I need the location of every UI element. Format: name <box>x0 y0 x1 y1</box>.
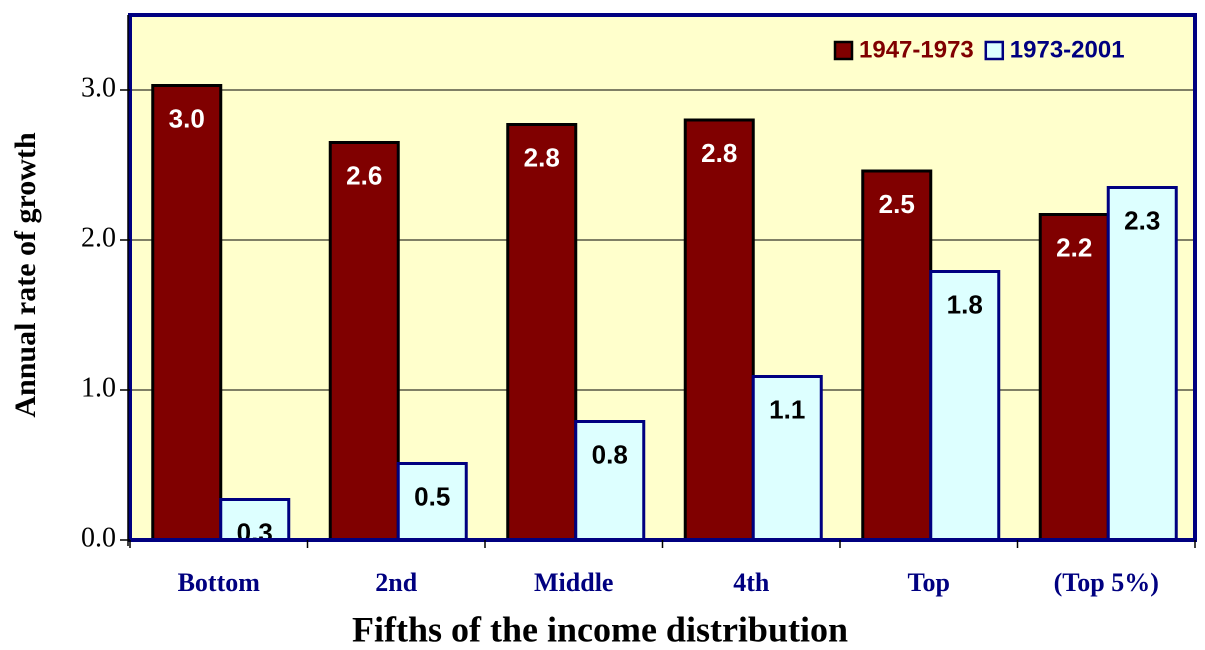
y-tick-label: 3.0 <box>81 72 116 103</box>
bar <box>1106 186 1178 542</box>
value-label: 2.3 <box>1124 205 1160 235</box>
value-label: 1.1 <box>769 394 805 424</box>
x-tick-label: Top <box>908 568 950 597</box>
y-axis-title: Annual rate of growth <box>9 132 42 418</box>
x-tick-label: Bottom <box>178 568 261 597</box>
y-tick-label: 2.0 <box>81 222 116 253</box>
plot-area <box>130 15 1195 540</box>
value-label: 0.5 <box>414 481 450 511</box>
value-label: 3.0 <box>169 103 205 133</box>
value-label: 2.6 <box>346 160 382 190</box>
legend-label: 1947-1973 <box>859 36 974 63</box>
value-label: 2.2 <box>1056 232 1092 262</box>
y-tick-label: 1.0 <box>81 372 116 403</box>
value-label: 2.5 <box>879 189 915 219</box>
value-label: 2.8 <box>701 138 737 168</box>
value-label: 1.8 <box>947 289 983 319</box>
legend: 1947-1973 1973-2001 <box>833 36 1125 63</box>
legend-swatch <box>833 40 854 61</box>
bar <box>683 118 755 542</box>
bar <box>929 270 1001 542</box>
value-label: 0.8 <box>592 439 628 469</box>
bar <box>861 169 933 542</box>
x-tick-label: (Top 5%) <box>1054 568 1159 597</box>
bar <box>574 420 646 542</box>
y-tick-label: 0.0 <box>81 522 116 553</box>
x-tick-label: Middle <box>534 568 613 597</box>
legend-swatch <box>984 40 1005 61</box>
bar <box>328 141 400 542</box>
x-axis-title: Fifths of the income distribution <box>352 609 848 649</box>
bar <box>151 84 223 542</box>
x-tick-label: 4th <box>733 568 770 597</box>
legend-label: 1973-2001 <box>1010 36 1125 63</box>
y-title-clip: Annual rate of growth <box>9 132 42 418</box>
value-label: 0.3 <box>237 517 273 547</box>
x-tick-label: 2nd <box>375 568 417 597</box>
bar <box>506 123 578 542</box>
bar <box>219 498 291 542</box>
bar <box>1038 213 1110 542</box>
value-label: 2.8 <box>524 142 560 172</box>
